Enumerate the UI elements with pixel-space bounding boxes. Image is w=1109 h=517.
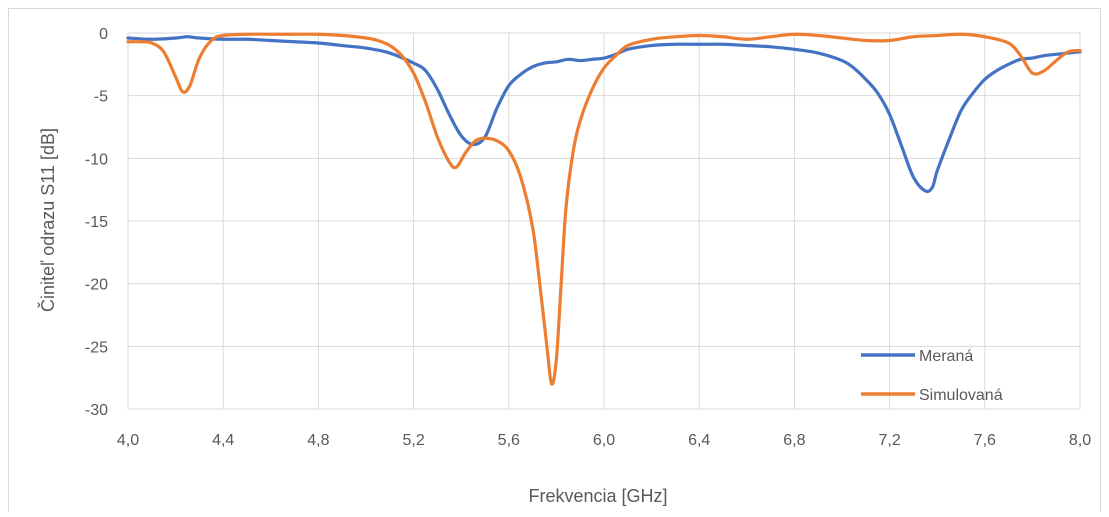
y-tick-label: -5 <box>94 89 108 106</box>
x-axis-title: Frekvencia [GHz] <box>528 486 667 506</box>
x-tick-label: 7,6 <box>974 432 996 449</box>
y-tick-label: 0 <box>99 26 108 43</box>
x-tick-label: 4,8 <box>307 432 329 449</box>
series-line-simulovana <box>126 32 1082 386</box>
y-tick-label: -25 <box>85 339 108 356</box>
x-tick-label: 6,0 <box>593 432 615 449</box>
y-axis-ticks: 0 -5 -10 -15 -20 -25 -30 <box>85 26 108 419</box>
x-tick-label: 6,4 <box>688 432 710 449</box>
y-tick-label: -20 <box>85 277 108 294</box>
x-tick-label: 4,4 <box>212 432 234 449</box>
legend-label-simulovana: Simulovaná <box>919 387 1003 404</box>
x-tick-label: 6,8 <box>783 432 805 449</box>
x-axis-ticks: 4,0 4,4 4,8 5,2 5,6 6,0 6,4 6,8 7,2 7,6 8,0 <box>117 432 1091 449</box>
chart-frame <box>8 8 1101 512</box>
x-tick-label: 7,2 <box>878 432 900 449</box>
x-tick-label: 5,2 <box>402 432 424 449</box>
y-tick-label: -30 <box>85 402 108 419</box>
x-tick-label: 5,6 <box>498 432 520 449</box>
legend: Meraná Simulovaná <box>861 348 1003 404</box>
legend-label-merana: Meraná <box>919 348 973 365</box>
y-tick-label: -15 <box>85 214 108 231</box>
y-axis-title: Činiteľ odrazu S11 [dB] <box>37 128 58 312</box>
x-tick-label: 8,0 <box>1069 432 1091 449</box>
x-tick-label: 4,0 <box>117 432 139 449</box>
grid-lines <box>127 32 1081 410</box>
y-tick-label: -10 <box>85 151 108 168</box>
series-layer <box>126 32 1082 386</box>
